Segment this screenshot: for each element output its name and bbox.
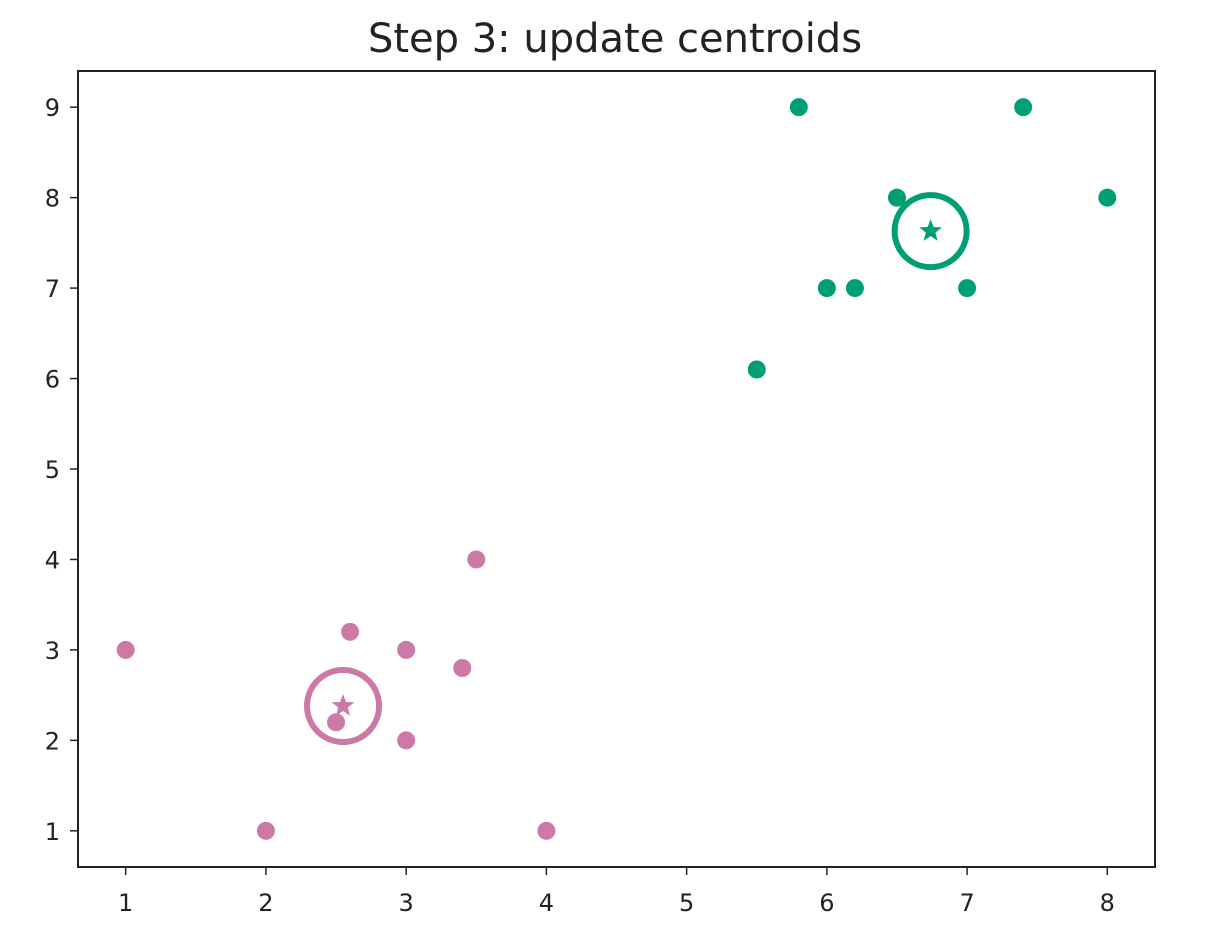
data-point <box>789 98 808 117</box>
plot-area <box>77 70 1156 868</box>
y-tick-label: 9 <box>45 94 60 122</box>
y-tick-label: 8 <box>45 185 60 213</box>
data-point <box>327 713 346 732</box>
y-tick-label: 5 <box>45 456 60 484</box>
x-tick-label: 7 <box>959 889 974 917</box>
y-tick-label: 3 <box>45 637 60 665</box>
y-tick-label: 4 <box>45 546 60 574</box>
data-point <box>341 622 360 641</box>
data-point <box>537 821 556 840</box>
y-tick-label: 1 <box>45 818 60 846</box>
y-axis: 1 2 3 4 5 6 7 8 9 <box>45 94 78 846</box>
centroid-star <box>919 219 943 241</box>
data-point <box>747 360 766 379</box>
data-point <box>887 188 906 207</box>
y-tick-label: 2 <box>45 727 60 755</box>
data-point <box>397 640 416 659</box>
data-point <box>467 550 486 569</box>
x-axis: 1 2 3 4 5 6 7 8 <box>118 867 1115 917</box>
chart-title: Step 3: update centroids <box>368 16 862 62</box>
centroid-star <box>331 693 355 716</box>
x-tick-label: 4 <box>539 889 554 917</box>
data-point <box>453 659 472 677</box>
data-point <box>958 279 977 298</box>
data-point <box>1014 98 1033 117</box>
centroid-ring <box>304 666 383 745</box>
data-point <box>116 640 135 659</box>
x-tick-label: 1 <box>118 889 133 917</box>
y-tick-label: 6 <box>45 366 60 394</box>
centroid-markers <box>304 192 970 745</box>
y-tick-label: 7 <box>45 275 60 303</box>
x-tick-label: 2 <box>258 889 273 917</box>
data-point <box>817 279 836 298</box>
centroid-ring <box>891 192 970 271</box>
x-tick-label: 5 <box>679 889 694 917</box>
x-tick-label: 3 <box>399 889 414 917</box>
data-point <box>256 821 275 840</box>
data-point <box>397 731 416 750</box>
x-tick-label: 8 <box>1100 889 1115 917</box>
data-point <box>1098 188 1117 207</box>
data-points <box>116 98 1117 840</box>
data-point <box>845 279 864 298</box>
x-tick-label: 6 <box>819 889 834 917</box>
